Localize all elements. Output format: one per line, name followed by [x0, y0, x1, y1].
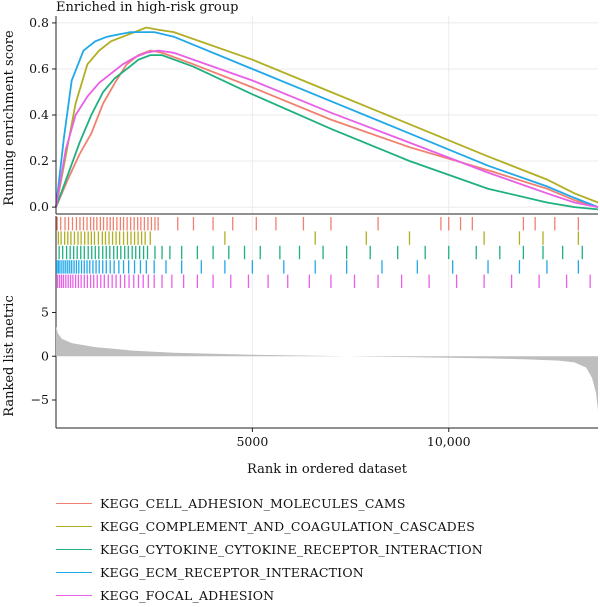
gsea-figure: 0.0 0.2 0.4 0.6 0.8 −5 0 5 5000 10,000 Enriched … [2, 0, 599, 477]
legend-item: KEGG_FOCAL_ADHESION [56, 584, 576, 607]
legend-label: KEGG_ECM_RECEPTOR_INTERACTION [100, 565, 364, 580]
x-axis-label: Rank in ordered dataset [247, 462, 408, 477]
legend-item: KEGG_ECM_RECEPTOR_INTERACTION [56, 561, 576, 584]
es-curve-line [55, 26, 599, 208]
ranked-metric-panel: −5 0 5 5000 10,000 [31, 305, 598, 449]
legend-item: KEGG_CELL_ADHESION_MOLECULES_CAMS [56, 492, 576, 515]
y-tick-label: 0.2 [29, 153, 49, 168]
y-tick-label: 0.8 [29, 15, 49, 30]
legend-label: KEGG_CELL_ADHESION_MOLECULES_CAMS [100, 496, 406, 511]
legend-item: KEGG_CYTOKINE_CYTOKINE_RECEPTOR_INTERACT… [56, 538, 576, 561]
gene-hit-panel [56, 217, 591, 288]
legend-swatch [56, 503, 92, 504]
es-curve-line [55, 54, 599, 211]
enrichment-score-panel: 0.0 0.2 0.4 0.6 0.8 [29, 15, 599, 428]
y-tick-label: 0.4 [29, 107, 49, 122]
legend-item: KEGG_COMPLEMENT_AND_COAGULATION_CASCADES [56, 515, 576, 538]
y-tick-label: 0 [41, 348, 49, 363]
legend-swatch [56, 526, 92, 527]
y-tick-label: 5 [41, 305, 49, 320]
legend-label: KEGG_COMPLEMENT_AND_COAGULATION_CASCADES [100, 519, 475, 534]
metric-area [56, 326, 598, 411]
x-tick-label: 5000 [236, 434, 268, 449]
x-tick-label: 10,000 [427, 434, 471, 449]
legend-swatch [56, 572, 92, 573]
y-tick-label: 0.0 [29, 199, 49, 214]
es-curve-line [55, 31, 599, 208]
y-tick-label: −5 [31, 392, 49, 407]
legend-swatch [56, 595, 92, 596]
chart-title: Enriched in high-risk group [56, 0, 238, 15]
y-tick-label: 0.6 [29, 61, 49, 76]
es-y-axis-label: Running enrichment score [2, 30, 17, 206]
metric-y-axis-label: Ranked list metric [2, 295, 17, 416]
legend-label: KEGG_CYTOKINE_CYTOKINE_RECEPTOR_INTERACT… [100, 542, 483, 557]
legend-label: KEGG_FOCAL_ADHESION [100, 588, 275, 603]
legend: KEGG_CELL_ADHESION_MOLECULES_CAMS KEGG_C… [56, 492, 576, 607]
legend-swatch [56, 549, 92, 550]
es-curve-line [55, 49, 599, 208]
